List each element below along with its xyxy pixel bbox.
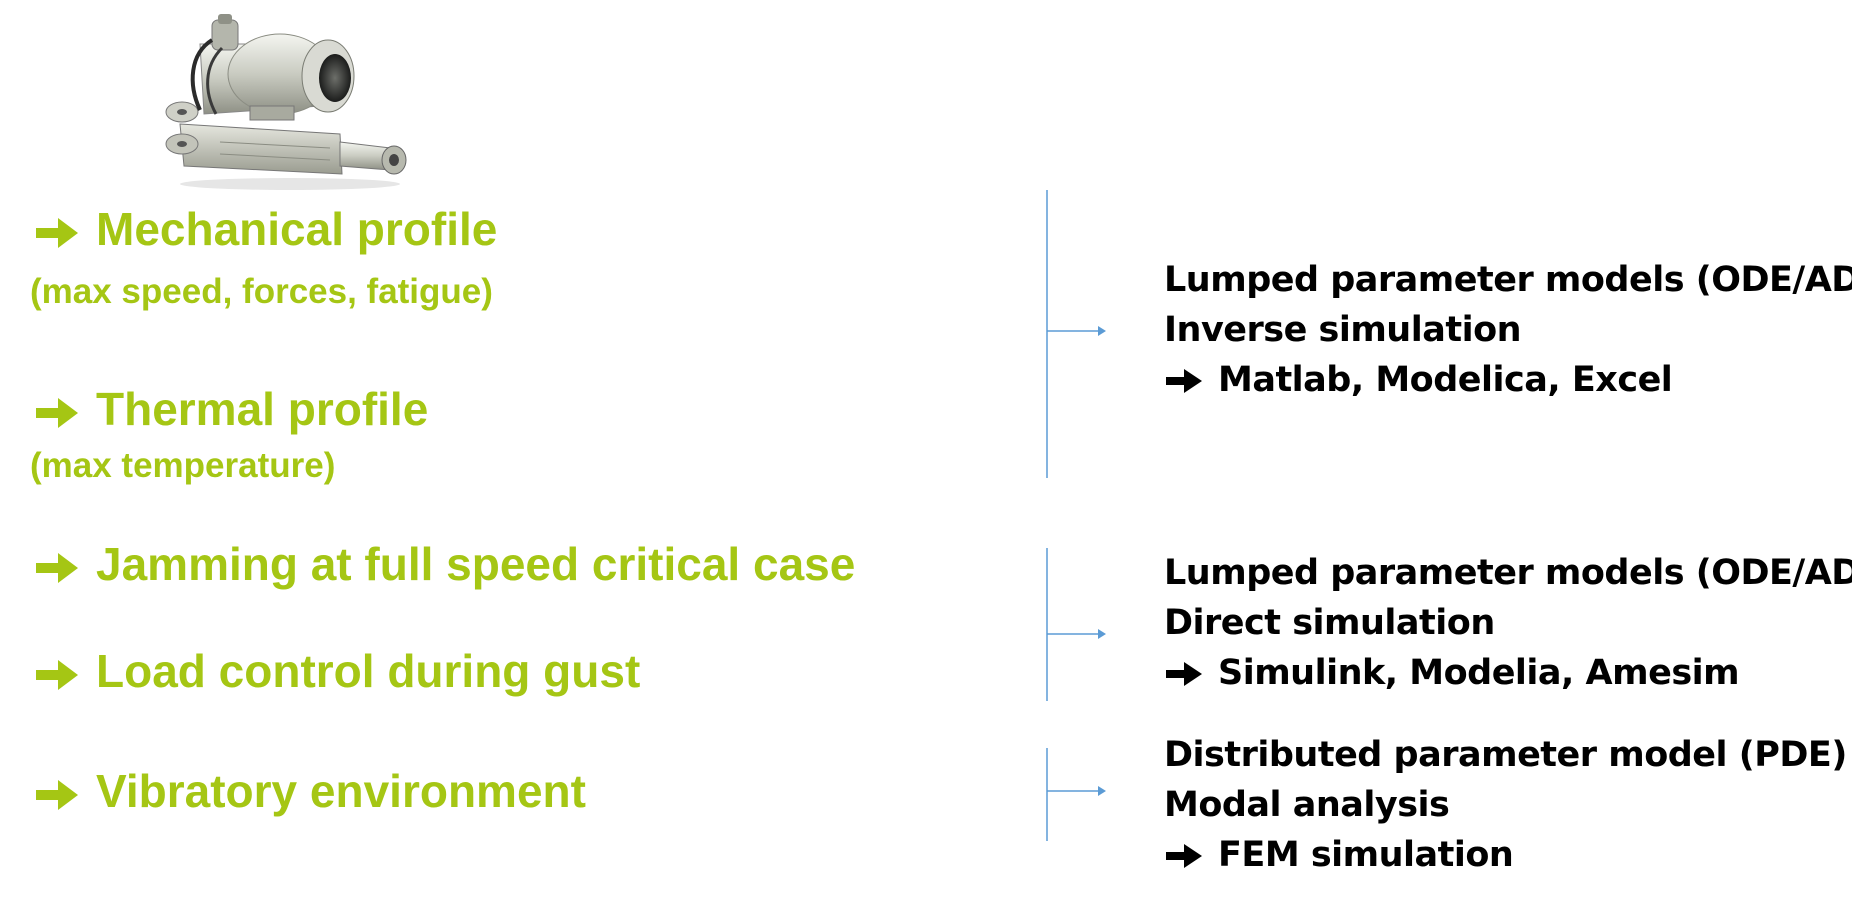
method-tools: FEM simulation <box>1164 830 1847 880</box>
method-model: Distributed parameter model (PDE) <box>1164 735 1847 775</box>
requirement-title: Jamming at full speed critical case <box>96 538 856 590</box>
bracket-arrow <box>1046 548 1106 708</box>
requirement-jamming: Jamming at full speed critical case <box>34 541 855 587</box>
requirement-title: Load control during gust <box>96 645 641 697</box>
method-tools: Matlab, Modelica, Excel <box>1164 355 1852 405</box>
requirement-title: Vibratory environment <box>96 765 586 817</box>
right-arrow-icon <box>34 541 96 587</box>
right-arrow-icon <box>34 386 96 432</box>
requirement-load-control: Load control during gust <box>34 648 640 694</box>
bracket-arrow <box>1046 190 1106 485</box>
right-arrow-icon <box>1164 648 1218 698</box>
requirement-mechanical-profile: Mechanical profile <box>34 206 497 252</box>
method-approach: Inverse simulation <box>1164 310 1522 350</box>
method-group: Lumped parameter models (ODE/ADE) Invers… <box>1164 255 1852 405</box>
bracket-arrow <box>1046 748 1106 848</box>
requirement-title: Mechanical profile <box>96 203 498 255</box>
right-arrow-icon <box>34 206 96 252</box>
right-arrow-icon <box>34 768 96 814</box>
method-tools-label: FEM simulation <box>1218 835 1514 875</box>
method-group: Lumped parameter models (ODE/ADE) Direct… <box>1164 548 1852 698</box>
method-tools-label: Matlab, Modelica, Excel <box>1218 360 1673 400</box>
right-arrow-icon <box>1164 355 1218 405</box>
method-model: Lumped parameter models (ODE/ADE) <box>1164 260 1852 300</box>
requirement-vibratory: Vibratory environment <box>34 768 586 814</box>
method-approach: Direct simulation <box>1164 603 1495 643</box>
requirement-thermal-profile: Thermal profile <box>34 386 428 432</box>
actuator-image <box>160 14 410 194</box>
method-tools-label: Simulink, Modelia, Amesim <box>1218 653 1740 693</box>
requirement-subtitle: (max temperature) <box>30 446 336 485</box>
method-tools: Simulink, Modelia, Amesim <box>1164 648 1852 698</box>
right-arrow-icon <box>34 648 96 694</box>
requirement-title: Thermal profile <box>96 383 429 435</box>
right-arrow-icon <box>1164 830 1218 880</box>
method-model: Lumped parameter models (ODE/ADE) <box>1164 553 1852 593</box>
requirement-subtitle: (max speed, forces, fatigue) <box>30 272 493 311</box>
method-approach: Modal analysis <box>1164 785 1450 825</box>
method-group: Distributed parameter model (PDE) Modal … <box>1164 730 1847 880</box>
